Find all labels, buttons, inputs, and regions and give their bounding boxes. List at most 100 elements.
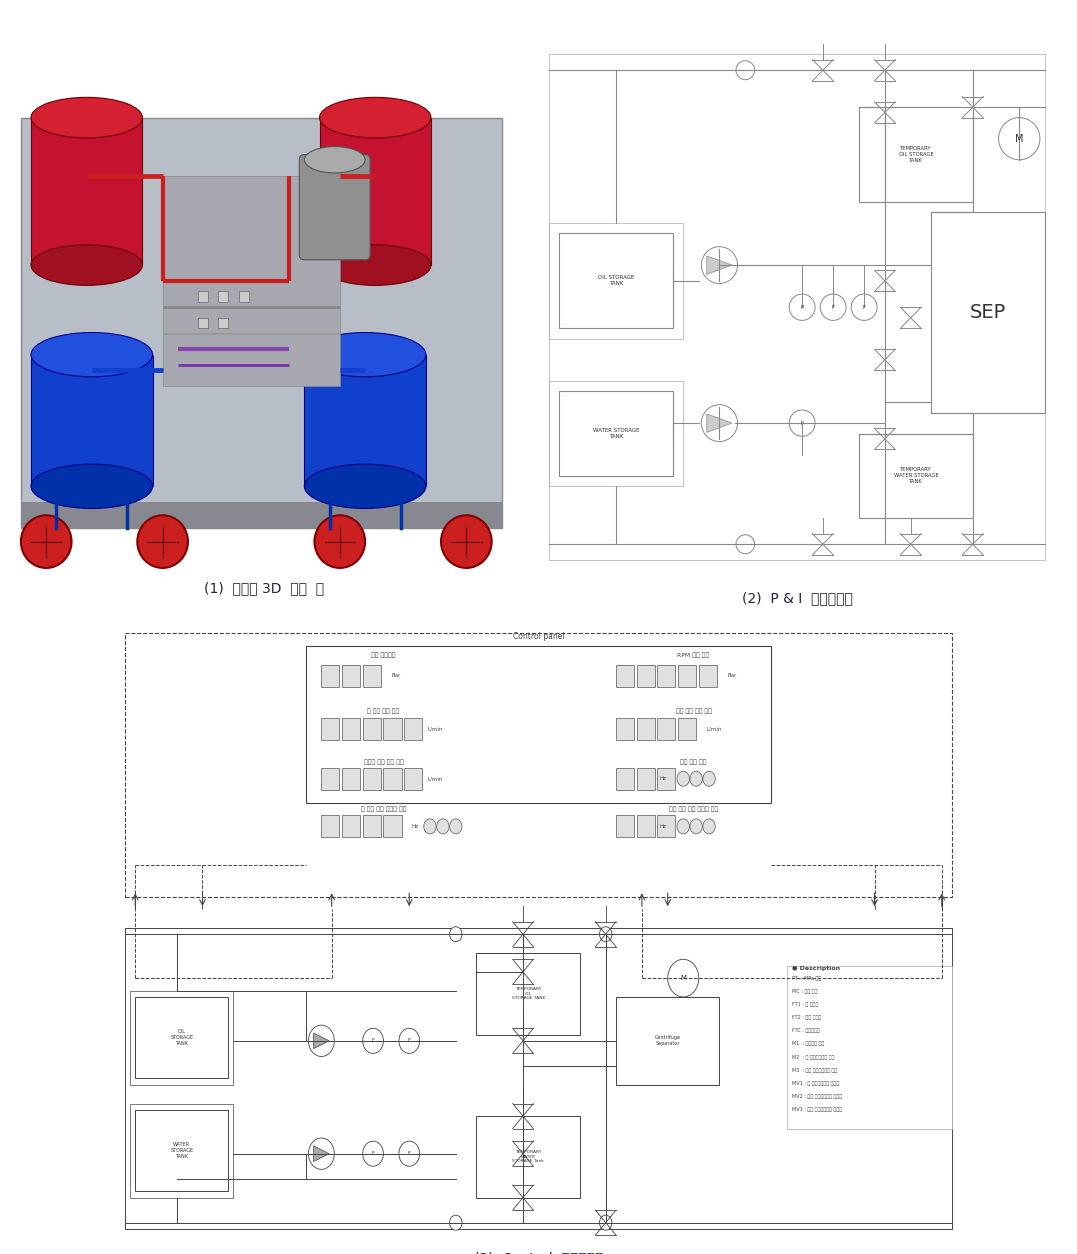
FancyBboxPatch shape: [637, 717, 655, 740]
FancyBboxPatch shape: [125, 633, 952, 897]
FancyBboxPatch shape: [363, 815, 381, 838]
Text: F: F: [408, 1038, 410, 1043]
Circle shape: [701, 247, 738, 283]
FancyBboxPatch shape: [657, 767, 675, 790]
Text: F: F: [863, 305, 866, 310]
FancyBboxPatch shape: [136, 997, 228, 1078]
Polygon shape: [313, 1033, 330, 1048]
Circle shape: [690, 819, 702, 834]
Polygon shape: [313, 1146, 330, 1161]
Text: 물 유량 펌프 인버터 표시: 물 유량 펌프 인버터 표시: [361, 806, 406, 811]
Text: WATER
STORAGE
TANK: WATER STORAGE TANK: [170, 1142, 194, 1159]
FancyBboxPatch shape: [859, 434, 973, 518]
Circle shape: [308, 1139, 334, 1169]
Text: M: M: [1015, 134, 1023, 144]
Text: TEMPORARY
WATER
STORAGE Tank: TEMPORARY WATER STORAGE Tank: [513, 1150, 544, 1164]
Circle shape: [600, 927, 612, 942]
FancyBboxPatch shape: [219, 291, 228, 302]
FancyBboxPatch shape: [637, 665, 655, 686]
FancyBboxPatch shape: [239, 291, 249, 302]
FancyBboxPatch shape: [637, 815, 655, 838]
Text: OIL
STORAGE
TANK: OIL STORAGE TANK: [170, 1030, 194, 1046]
FancyBboxPatch shape: [198, 317, 208, 329]
Text: Hz: Hz: [411, 824, 419, 829]
Text: RPM 환변 표시: RPM 환변 표시: [677, 652, 710, 658]
FancyBboxPatch shape: [163, 176, 340, 386]
Circle shape: [363, 1141, 383, 1166]
FancyBboxPatch shape: [383, 767, 402, 790]
Text: Control panel: Control panel: [513, 632, 564, 641]
Circle shape: [703, 819, 715, 834]
Text: (1)  시험기 3D  설계  안: (1) 시험기 3D 설계 안: [204, 581, 324, 596]
FancyBboxPatch shape: [616, 767, 634, 790]
Text: F: F: [408, 1151, 410, 1156]
FancyBboxPatch shape: [299, 154, 370, 260]
FancyBboxPatch shape: [679, 717, 696, 740]
FancyBboxPatch shape: [136, 1110, 228, 1191]
Polygon shape: [707, 414, 732, 433]
Text: F: F: [372, 1038, 375, 1043]
Text: PT  : MPa 표시: PT : MPa 표시: [792, 976, 821, 981]
Circle shape: [398, 1141, 420, 1166]
Text: M3  : 오일 유량펌프조절 전압: M3 : 오일 유량펌프조절 전압: [792, 1068, 837, 1072]
Ellipse shape: [305, 147, 365, 173]
Text: TEMPORARY
OIL STORAGE
TANK: TEMPORARY OIL STORAGE TANK: [898, 147, 934, 163]
FancyBboxPatch shape: [616, 665, 634, 686]
Circle shape: [998, 118, 1040, 159]
Text: 압력 환원표시: 압력 환원표시: [372, 652, 395, 658]
FancyBboxPatch shape: [657, 717, 675, 740]
Text: 순입 진동 표시: 순입 진동 표시: [681, 759, 707, 765]
Ellipse shape: [320, 98, 431, 138]
Text: Centrifuge
Separator: Centrifuge Separator: [655, 1036, 681, 1046]
FancyBboxPatch shape: [306, 646, 771, 803]
Circle shape: [398, 1028, 420, 1053]
Ellipse shape: [31, 332, 153, 376]
Circle shape: [138, 515, 188, 568]
Circle shape: [736, 534, 755, 554]
Ellipse shape: [31, 245, 142, 286]
Text: ● Description: ● Description: [792, 967, 840, 971]
FancyBboxPatch shape: [321, 815, 339, 838]
Circle shape: [449, 927, 462, 942]
Polygon shape: [707, 256, 732, 275]
Text: MV2 : 오일 유량펌프조절 인버터: MV2 : 오일 유량펌프조절 인버터: [792, 1095, 842, 1099]
Circle shape: [851, 293, 877, 320]
Circle shape: [789, 410, 815, 436]
Ellipse shape: [31, 464, 153, 508]
Circle shape: [701, 405, 738, 441]
FancyBboxPatch shape: [321, 717, 339, 740]
FancyBboxPatch shape: [20, 118, 502, 528]
FancyBboxPatch shape: [321, 665, 339, 686]
Circle shape: [363, 1028, 383, 1053]
FancyBboxPatch shape: [657, 665, 675, 686]
FancyBboxPatch shape: [20, 502, 502, 528]
FancyBboxPatch shape: [616, 717, 634, 740]
FancyBboxPatch shape: [363, 665, 381, 686]
Text: 시름 유량 펌프 인버터 표시: 시름 유량 펌프 인버터 표시: [669, 806, 718, 811]
FancyBboxPatch shape: [342, 665, 360, 686]
FancyBboxPatch shape: [363, 717, 381, 740]
FancyBboxPatch shape: [342, 717, 360, 740]
Text: PIC : 압력 조절: PIC : 압력 조절: [792, 989, 817, 993]
Text: F: F: [372, 1151, 375, 1156]
FancyBboxPatch shape: [679, 665, 696, 686]
Text: (3)  Control  다이어그램: (3) Control 다이어그램: [474, 1251, 603, 1254]
Text: SEP: SEP: [970, 303, 1006, 322]
Text: L/min: L/min: [428, 776, 443, 781]
Text: 물 유량 설정 표시: 물 유량 설정 표시: [367, 709, 400, 715]
Text: FTC : 혼합유량계: FTC : 혼합유량계: [792, 1028, 820, 1033]
Text: Bar: Bar: [727, 673, 737, 678]
FancyBboxPatch shape: [657, 815, 675, 838]
Ellipse shape: [305, 464, 425, 508]
FancyBboxPatch shape: [31, 118, 142, 265]
FancyBboxPatch shape: [383, 717, 402, 740]
Text: (2)  P & I  다이어그램: (2) P & I 다이어그램: [742, 592, 852, 606]
Text: 혼합수 유량 설정 표시: 혼합수 유량 설정 표시: [364, 759, 403, 765]
FancyBboxPatch shape: [404, 717, 422, 740]
Circle shape: [690, 771, 702, 786]
Text: FT2 : 오일 유량계: FT2 : 오일 유량계: [792, 1016, 821, 1020]
Circle shape: [314, 515, 365, 568]
Circle shape: [736, 60, 755, 80]
Text: M: M: [681, 976, 686, 981]
Circle shape: [703, 771, 715, 786]
